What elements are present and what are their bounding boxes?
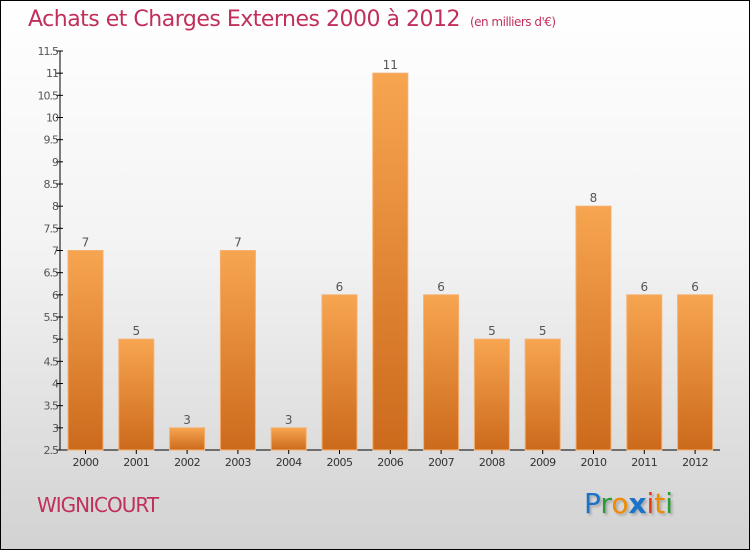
- bar-2001: [118, 338, 155, 451]
- data-label: 6: [640, 280, 648, 294]
- data-label: 3: [183, 413, 191, 427]
- bar-2006: [372, 72, 409, 451]
- x-tick-label: 2001: [123, 456, 149, 469]
- bar-2008: [473, 338, 510, 451]
- data-label: 5: [488, 324, 496, 338]
- y-tick-label: 4.5: [44, 355, 59, 368]
- y-tick-label: 4: [52, 378, 59, 391]
- bar-2010: [575, 205, 612, 451]
- bar-2011: [626, 294, 663, 451]
- subtitle: (en milliers d'€): [469, 15, 556, 29]
- y-tick-label: 2.5: [44, 444, 59, 457]
- data-label: 3: [285, 413, 293, 427]
- x-tick-label: 2000: [73, 456, 99, 469]
- x-tick-label: 2010: [581, 456, 607, 469]
- city-name: WIGNICOURT: [37, 493, 159, 517]
- y-tick-label: 3.5: [44, 400, 59, 413]
- y-tick-label: 11.5: [38, 45, 59, 58]
- x-tick-label: 2002: [174, 456, 200, 469]
- bar-2005: [321, 294, 358, 451]
- y-tick-label: 8.5: [44, 178, 59, 191]
- x-tick-label: 2008: [479, 456, 505, 469]
- bar-2007: [423, 294, 460, 451]
- data-label: 6: [336, 280, 344, 294]
- data-label: 7: [82, 236, 90, 250]
- y-tick-label: 5: [52, 333, 59, 346]
- data-label: 6: [691, 280, 699, 294]
- x-tick-label: 2011: [631, 456, 657, 469]
- y-tick-label: 9: [52, 156, 59, 169]
- y-tick-label: 10: [46, 112, 59, 125]
- y-tick-label: 3: [52, 422, 59, 435]
- bar-2009: [524, 338, 561, 451]
- bar-2012: [677, 294, 714, 451]
- data-label: 5: [132, 324, 140, 338]
- data-label: 5: [539, 324, 547, 338]
- x-tick-label: 2012: [682, 456, 708, 469]
- y-tick-label: 6: [52, 289, 59, 302]
- bar-2002: [169, 427, 206, 451]
- bar-2000: [67, 250, 104, 451]
- x-tick-label: 2007: [428, 456, 454, 469]
- y-tick-label: 5.5: [44, 311, 59, 324]
- data-label: 8: [590, 191, 598, 205]
- bar-2003: [219, 250, 256, 451]
- y-tick-label: 7: [52, 245, 59, 258]
- data-label: 7: [234, 236, 242, 250]
- x-tick-label: 2004: [276, 456, 302, 469]
- x-tick-label: 2009: [530, 456, 556, 469]
- y-tick-label: 11: [46, 67, 58, 80]
- x-tick-label: 2005: [327, 456, 353, 469]
- data-label: 11: [383, 58, 398, 72]
- data-label: 6: [437, 280, 445, 294]
- x-tick-label: 2006: [377, 456, 403, 469]
- y-tick-label: 7.5: [44, 222, 59, 235]
- y-tick-label: 10.5: [38, 89, 59, 102]
- proxiti-logo: Proxiti: [584, 487, 674, 520]
- title-text: Achats et Charges Externes 2000 à 2012: [28, 7, 460, 32]
- y-tick-label: 9.5: [44, 134, 59, 147]
- y-tick-label: 8: [52, 200, 59, 213]
- y-tick-label: 6.5: [44, 267, 59, 280]
- bar-2004: [270, 427, 307, 451]
- x-tick-label: 2003: [225, 456, 251, 469]
- chart-title: Achats et Charges Externes 2000 à 2012 (e…: [28, 7, 556, 32]
